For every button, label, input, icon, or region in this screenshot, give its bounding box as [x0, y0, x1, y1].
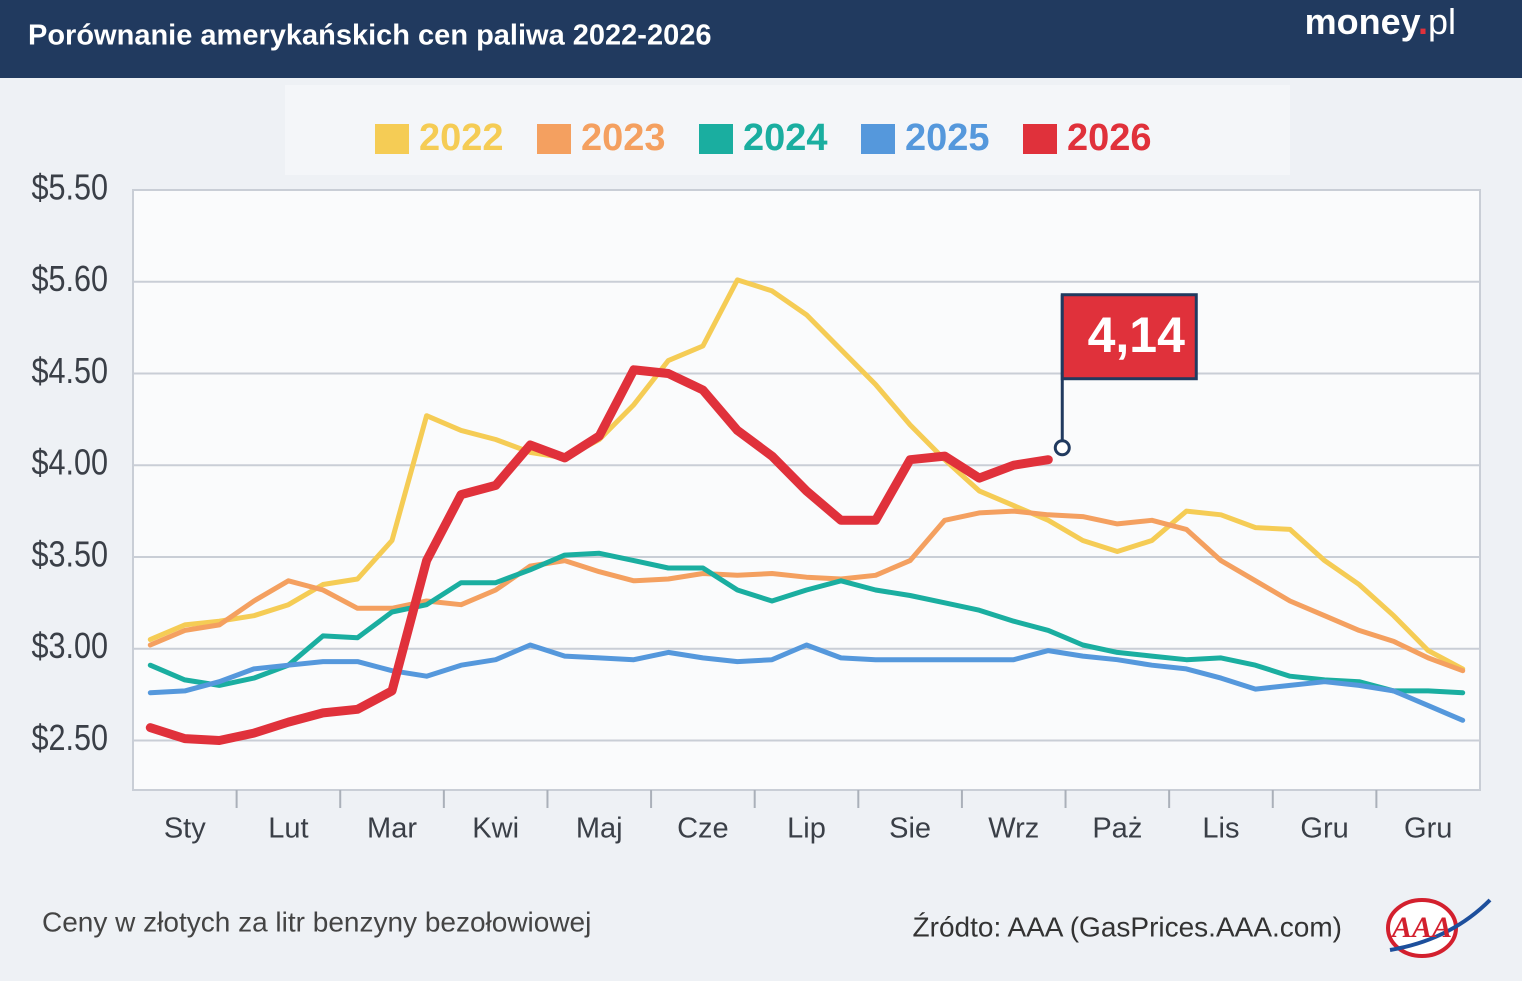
y-tick-label: $2.50 [31, 719, 108, 759]
footer-note: Ceny w złotych za litr benzyny bezołowio… [42, 906, 591, 937]
x-tick-label: Lis [1202, 813, 1239, 845]
logo: money.pl [1305, 1, 1456, 42]
header-bar [0, 0, 1522, 78]
legend-box [285, 85, 1290, 175]
annotation-box [1060, 293, 1198, 381]
series-line [145, 365, 1053, 745]
legend-swatch [699, 124, 733, 154]
legend-swatch [375, 124, 409, 154]
x-tick-label: Cze [677, 813, 729, 845]
y-tick-label: $4.00 [31, 443, 108, 483]
x-tick-label: Sie [889, 813, 931, 845]
series-line [147, 508, 1466, 674]
annotation-label: 4,14 [1088, 307, 1186, 363]
aaa-logo-swoosh [1389, 898, 1492, 952]
legend-label: 2022 [419, 117, 504, 159]
logo-main: money [1305, 1, 1421, 42]
x-tick-label: Maj [576, 813, 623, 845]
x-tick-label: Gru [1300, 813, 1348, 845]
legend-swatch [537, 124, 571, 154]
y-tick-label: $3.50 [31, 535, 108, 575]
legend-label: 2025 [905, 117, 990, 159]
legend-swatch [1023, 124, 1057, 154]
x-tick-label: Sty [164, 813, 206, 845]
x-tick-label: Kwi [472, 813, 519, 845]
annotation-dot [1053, 439, 1071, 457]
y-tick-label: $5.50 [31, 168, 108, 208]
x-tick-label: Lut [268, 813, 308, 845]
legend: 2022 2023 2024 2025 2026 [375, 117, 1152, 159]
header-title: Porównanie amerykańskich cen paliwa 2022… [28, 20, 711, 52]
legend-label: 2024 [743, 117, 828, 159]
y-tick-label: $5.60 [31, 260, 108, 300]
x-tick-label: Gru [1404, 813, 1452, 845]
logo-suffix: pl [1428, 1, 1456, 42]
y-tick-label: $4.50 [31, 352, 108, 392]
legend-label: 2023 [581, 117, 666, 159]
series-line [147, 550, 1466, 696]
legend-swatch [861, 124, 895, 154]
x-tick-label: Mar [367, 813, 417, 845]
x-tick-label: Paż [1092, 813, 1142, 845]
footer-source: Źródto: AAA (GasPrices.AAA.com) [913, 911, 1342, 942]
logo-dot: . [1418, 1, 1428, 42]
x-tick-label: Wrz [988, 813, 1039, 845]
series-line [147, 277, 1466, 672]
aaa-logo: AAA [1390, 911, 1452, 944]
legend-label: 2026 [1067, 117, 1152, 159]
x-tick-label: Lip [787, 813, 826, 845]
y-tick-label: $3.00 [31, 627, 108, 667]
series-line [147, 642, 1466, 723]
